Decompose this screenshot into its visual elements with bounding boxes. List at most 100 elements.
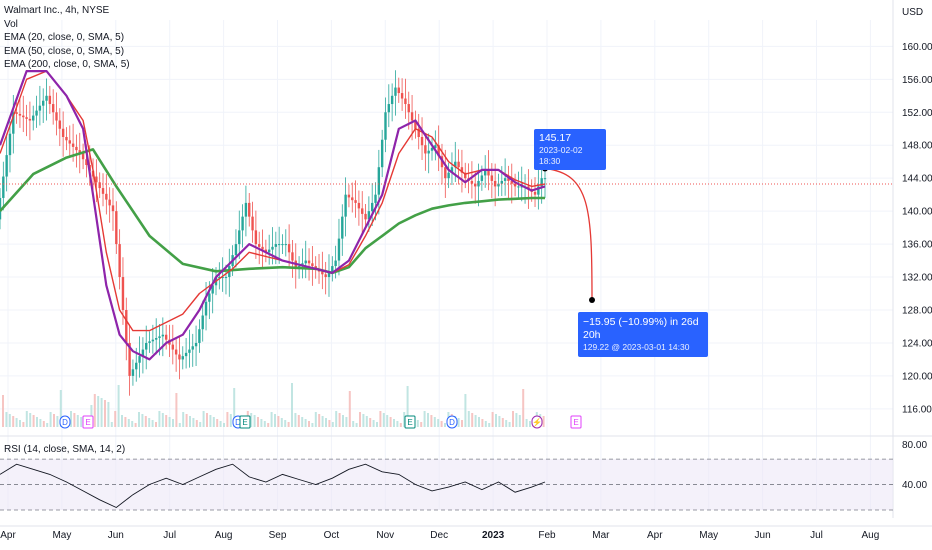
candle-body xyxy=(397,87,400,94)
candle-body xyxy=(351,197,354,201)
event-marker: D xyxy=(59,415,71,429)
candle-body xyxy=(5,155,8,177)
candle-body xyxy=(507,178,510,181)
volume-bar xyxy=(372,420,375,427)
candle-body xyxy=(78,150,81,154)
price-tick-label: 152.00 xyxy=(902,108,932,119)
volume-bar xyxy=(199,422,202,427)
volume-bar xyxy=(202,411,205,427)
candle-body xyxy=(341,216,344,239)
candle-body xyxy=(218,277,221,279)
volume-bar xyxy=(219,421,222,427)
candle-body xyxy=(248,202,251,217)
svg-text:E: E xyxy=(85,418,90,427)
candle-body xyxy=(410,112,414,121)
candle-body xyxy=(251,216,254,231)
volume-bar xyxy=(280,418,283,427)
candle-body xyxy=(135,362,138,370)
volume-bar xyxy=(114,411,117,427)
candle-body xyxy=(244,202,248,217)
volume-bar xyxy=(294,413,297,427)
price-tick-label: 124.00 xyxy=(902,338,932,349)
candle-body xyxy=(337,238,341,261)
volume-bar xyxy=(59,390,62,427)
candle-body xyxy=(417,128,420,137)
volume-bar xyxy=(348,391,351,427)
time-tick-label: Apr xyxy=(647,530,663,541)
volume-bar xyxy=(182,412,185,427)
time-tick-label: May xyxy=(699,530,718,541)
candle-body xyxy=(115,211,118,245)
candle-body xyxy=(414,120,417,129)
volume-bar xyxy=(131,421,134,427)
volume-bar xyxy=(158,411,161,427)
ema50-line xyxy=(0,70,546,361)
volume-bar xyxy=(406,386,409,427)
candle-body xyxy=(18,113,22,116)
volume-bar xyxy=(491,412,494,427)
volume-bar xyxy=(457,418,460,427)
svg-text:E: E xyxy=(573,418,578,427)
volume-bar xyxy=(376,422,378,427)
candle-body xyxy=(284,244,287,246)
candle-body xyxy=(277,244,281,246)
candle-body xyxy=(164,334,168,340)
candle-body xyxy=(141,349,145,357)
volume-bar xyxy=(185,414,188,427)
candle-body xyxy=(500,180,503,184)
volume-bar xyxy=(5,412,8,427)
volume-bar xyxy=(518,415,521,427)
candle-body xyxy=(154,338,158,340)
candle-body xyxy=(437,145,440,157)
volume-bar xyxy=(274,414,276,427)
volume-bar xyxy=(29,413,32,427)
svg-text:⚡: ⚡ xyxy=(532,417,542,427)
volume-bar xyxy=(440,421,443,427)
volume-bar xyxy=(301,417,304,427)
volume-bar xyxy=(223,423,225,427)
candle-body xyxy=(307,260,311,264)
candle-body xyxy=(281,244,284,246)
candle-body xyxy=(390,95,394,105)
volume-bar xyxy=(464,394,467,427)
volume-bar xyxy=(291,383,293,427)
volume-bar xyxy=(117,385,120,427)
candle-body xyxy=(460,167,464,173)
candle-body xyxy=(477,180,480,187)
volume-bar xyxy=(542,416,545,427)
volume-bar xyxy=(433,417,436,427)
candle-body xyxy=(347,194,351,198)
candle-body xyxy=(380,139,384,168)
price-tick-label: 132.00 xyxy=(902,273,932,284)
volume-bar xyxy=(512,411,514,427)
volume-bar xyxy=(161,413,164,427)
candle-body xyxy=(430,147,434,151)
volume-bar xyxy=(8,414,11,427)
candle-body xyxy=(487,169,490,176)
svg-text:D: D xyxy=(449,418,455,427)
candle-body xyxy=(181,356,184,360)
volume-bar xyxy=(416,420,419,427)
time-tick-label: Jul xyxy=(810,530,823,541)
candle-body xyxy=(98,182,101,189)
price-tick-label: 136.00 xyxy=(902,240,932,251)
volume-bar xyxy=(467,411,470,427)
volume-bar xyxy=(124,417,127,427)
volume-bar xyxy=(314,412,317,427)
volume-bar xyxy=(311,423,314,427)
volume-bar xyxy=(12,416,15,427)
candle-body xyxy=(321,271,324,275)
candle-body xyxy=(105,193,108,200)
volume-bar xyxy=(42,421,45,427)
volume-bar xyxy=(195,420,198,427)
legend-ema20: EMA (20, close, 0, SMA, 5) xyxy=(4,32,125,43)
volume-bar xyxy=(233,388,236,427)
candle-body xyxy=(55,112,58,121)
candle-body xyxy=(480,175,484,181)
ema200-line xyxy=(0,148,545,275)
candle-body xyxy=(274,244,278,247)
candle-body xyxy=(45,95,48,101)
price-tick-label: 128.00 xyxy=(902,306,932,317)
